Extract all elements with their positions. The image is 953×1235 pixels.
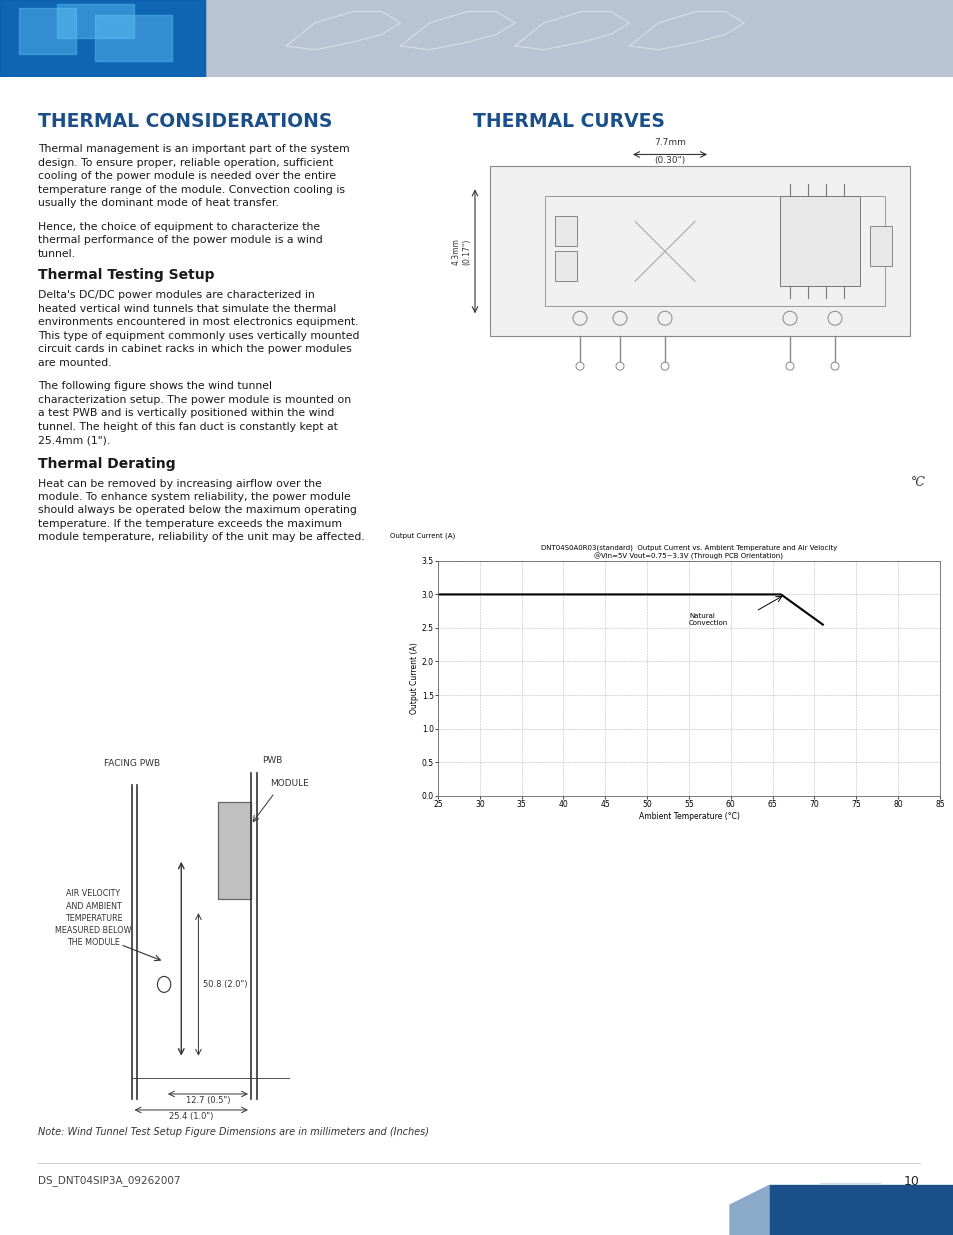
Text: The following figure shows the wind tunnel: The following figure shows the wind tunn… <box>38 382 272 391</box>
Text: cooling of the power module is needed over the entire: cooling of the power module is needed ov… <box>38 172 335 182</box>
Polygon shape <box>729 1186 769 1235</box>
Text: 10: 10 <box>903 1174 919 1188</box>
Text: thermal performance of the power module is a wind: thermal performance of the power module … <box>38 236 322 246</box>
Title: DNT04S0A0R03(standard)  Output Current vs. Ambient Temperature and Air Velocity
: DNT04S0A0R03(standard) Output Current vs… <box>540 545 836 559</box>
Text: THERMAL CONSIDERATIONS: THERMAL CONSIDERATIONS <box>38 111 332 131</box>
Text: tunnel. The height of this fan duct is constantly kept at: tunnel. The height of this fan duct is c… <box>38 421 337 431</box>
Text: Heat can be removed by increasing airflow over the: Heat can be removed by increasing airflo… <box>38 478 321 489</box>
Text: Thermal Derating: Thermal Derating <box>38 457 175 471</box>
Bar <box>217 802 251 899</box>
Text: Output Current (A): Output Current (A) <box>390 532 456 540</box>
Bar <box>555 216 577 246</box>
Text: THERMAL CURVES: THERMAL CURVES <box>473 111 664 131</box>
Text: Delta's DC/DC power modules are characterized in: Delta's DC/DC power modules are characte… <box>38 290 314 300</box>
Text: a test PWB and is vertically positioned within the wind: a test PWB and is vertically positioned … <box>38 408 334 419</box>
Text: This type of equipment commonly uses vertically mounted: This type of equipment commonly uses ver… <box>38 331 359 341</box>
Text: heated vertical wind tunnels that simulate the thermal: heated vertical wind tunnels that simula… <box>38 304 335 314</box>
Text: 12.7 (0.5"): 12.7 (0.5") <box>186 1097 230 1105</box>
Text: (0.30"): (0.30") <box>654 157 685 165</box>
Bar <box>769 1186 953 1235</box>
Text: 25.4 (1.0"): 25.4 (1.0") <box>169 1112 213 1121</box>
Text: are mounted.: are mounted. <box>38 358 112 368</box>
Text: MODULE: MODULE <box>270 779 308 788</box>
Text: ℃: ℃ <box>910 475 924 489</box>
Text: temperature. If the temperature exceeds the maximum: temperature. If the temperature exceeds … <box>38 519 341 529</box>
Bar <box>869 226 891 267</box>
Text: module temperature, reliability of the unit may be affected.: module temperature, reliability of the u… <box>38 532 364 542</box>
Bar <box>780 196 859 287</box>
X-axis label: Ambient Temperature (°C): Ambient Temperature (°C) <box>638 811 739 820</box>
Bar <box>0 0 205 77</box>
Text: 50.8 (2.0"): 50.8 (2.0") <box>203 979 248 989</box>
Text: 7.7mm: 7.7mm <box>654 138 685 147</box>
Text: tunnel.: tunnel. <box>38 248 76 259</box>
Text: DS_DNT04SIP3A_09262007: DS_DNT04SIP3A_09262007 <box>38 1174 180 1186</box>
Bar <box>0 0 205 77</box>
Text: Thermal management is an important part of the system: Thermal management is an important part … <box>38 144 350 154</box>
Text: Thermal Testing Setup: Thermal Testing Setup <box>38 268 214 283</box>
Text: circuit cards in cabinet racks in which the power modules: circuit cards in cabinet racks in which … <box>38 345 352 354</box>
Text: design. To ensure proper, reliable operation, sufficient: design. To ensure proper, reliable opera… <box>38 158 333 168</box>
Text: Hence, the choice of equipment to characterize the: Hence, the choice of equipment to charac… <box>38 222 320 232</box>
Text: 25.4mm (1").: 25.4mm (1"). <box>38 435 111 445</box>
Text: PWB: PWB <box>262 756 282 766</box>
Text: temperature range of the module. Convection cooling is: temperature range of the module. Convect… <box>38 185 345 195</box>
Text: Natural
Convection: Natural Convection <box>688 614 727 626</box>
Bar <box>544 196 884 306</box>
Y-axis label: Output Current (A): Output Current (A) <box>410 642 418 714</box>
Text: module. To enhance system reliability, the power module: module. To enhance system reliability, t… <box>38 492 351 501</box>
Text: should always be operated below the maximum operating: should always be operated below the maxi… <box>38 505 356 515</box>
Bar <box>490 167 909 336</box>
Text: characterization setup. The power module is mounted on: characterization setup. The power module… <box>38 395 351 405</box>
Text: Note: Wind Tunnel Test Setup Figure Dimensions are in millimeters and (Inches): Note: Wind Tunnel Test Setup Figure Dime… <box>38 1128 429 1137</box>
Text: AIR VELOCITY
AND AMBIENT
TEMPERATURE
MEASURED BELOW
THE MODULE: AIR VELOCITY AND AMBIENT TEMPERATURE MEA… <box>55 889 132 947</box>
Text: FACING PWB: FACING PWB <box>104 758 159 767</box>
Text: environments encountered in most electronics equipment.: environments encountered in most electro… <box>38 317 358 327</box>
Text: 4.3mm
(0.17"): 4.3mm (0.17") <box>451 238 471 264</box>
Text: usually the dominant mode of heat transfer.: usually the dominant mode of heat transf… <box>38 199 278 209</box>
Bar <box>555 252 577 282</box>
